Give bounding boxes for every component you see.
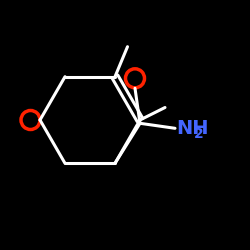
Text: NH: NH (176, 119, 209, 138)
Text: 2: 2 (194, 127, 203, 141)
